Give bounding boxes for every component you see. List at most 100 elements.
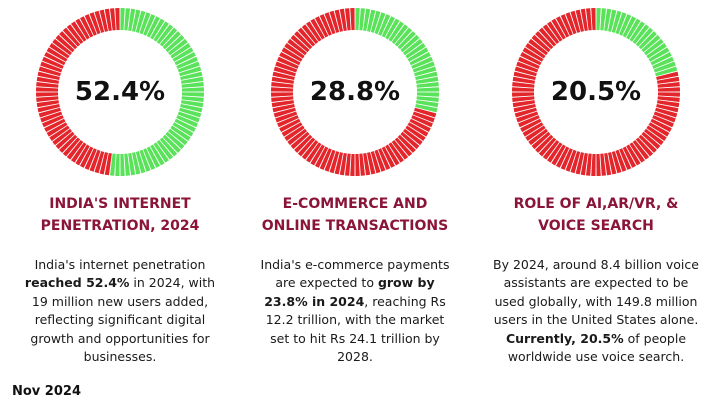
gauge-segment-remaining	[512, 87, 535, 92]
card-description: India's e-commerce payments are expected…	[257, 256, 453, 366]
gauge-segment-remaining	[344, 153, 351, 176]
gauge-segment-remaining	[512, 81, 535, 88]
gauge-segment-filled	[600, 8, 607, 31]
gauge-segment-remaining	[412, 111, 435, 123]
gauge-segment-remaining	[329, 151, 340, 174]
gauge-segment-remaining	[394, 137, 413, 157]
gauge-segment-filled	[619, 14, 632, 36]
gauge-segment-remaining	[49, 43, 70, 59]
gauge-segment-remaining	[565, 149, 577, 172]
gauge-segment-remaining	[319, 148, 332, 170]
gauge-segment-remaining	[632, 140, 650, 160]
gauge-segment-remaining	[575, 152, 585, 175]
gauge-segment-remaining	[66, 140, 84, 160]
gauge-segment-remaining	[405, 125, 426, 141]
gauge-segment-remaining	[55, 131, 75, 150]
gauge-segment-remaining	[585, 153, 592, 176]
gauge-segment-filled	[180, 76, 204, 84]
gauge-segment-remaining	[75, 144, 90, 166]
gauge-segment-remaining	[66, 24, 84, 44]
gauge-segment-filled	[177, 61, 200, 73]
gauge-segment-filled	[146, 16, 161, 38]
gauge-segment-filled	[128, 8, 136, 32]
gauge-segment-remaining	[570, 10, 581, 33]
card-title-line: PENETRATION, 2024	[40, 218, 200, 234]
card-title: ROLE OF AI,AR/VR, & VOICE SEARCH	[476, 193, 716, 237]
gauge-segment-remaining	[37, 103, 60, 113]
gauge-segment-filled	[416, 81, 439, 88]
card-title-line: ONLINE TRANSACTIONS	[261, 218, 449, 234]
gauge-segment-filled	[180, 100, 204, 108]
gauge-segment-filled	[391, 24, 409, 44]
gauge-segment-remaining	[59, 134, 78, 153]
gauge-segment-remaining	[71, 21, 87, 42]
gauge-segment-remaining	[271, 96, 294, 103]
gauge-segment-remaining	[314, 146, 329, 168]
gauge-segment-filled	[139, 149, 151, 172]
gauge-segment-filled	[176, 56, 198, 69]
gauge-segment-filled	[644, 38, 664, 56]
gauge-segment-remaining	[42, 56, 64, 69]
gauge-segment-remaining	[84, 148, 97, 170]
gauge-segment-remaining	[542, 140, 560, 160]
gauge-segment-remaining	[310, 18, 325, 40]
gauge-segment-remaining	[366, 152, 376, 175]
gauge-segment-filled	[120, 8, 125, 31]
gauge-segment-filled	[415, 100, 439, 108]
gauge-segment-filled	[632, 24, 650, 44]
gauge-segment-remaining	[528, 38, 548, 56]
gauge-segment-filled	[131, 9, 141, 32]
gauge-segment-filled	[177, 111, 200, 123]
gauge-segment-filled	[170, 125, 191, 141]
gauge-segment-remaining	[514, 66, 537, 77]
gauge-segment-remaining	[290, 34, 310, 53]
gauge-segment-filled	[646, 43, 667, 59]
gauge-segment-filled	[176, 115, 198, 128]
gauge-segment-remaining	[104, 8, 112, 32]
gauge-center	[535, 31, 657, 153]
gauge-segment-remaining	[381, 146, 396, 168]
gauge-segment-remaining	[611, 151, 622, 174]
card-title-line: INDIA'S INTERNET	[49, 196, 191, 212]
gauge-segment-remaining	[403, 128, 423, 146]
gauge-segment-remaining	[655, 107, 678, 118]
gauge-segment-remaining	[570, 151, 581, 174]
gauge-segment-remaining	[79, 146, 94, 168]
gauge-segment-remaining	[604, 152, 612, 176]
gauge-segment-remaining	[388, 142, 404, 163]
gauge-segment-remaining	[513, 71, 536, 81]
gauge-svg	[35, 7, 205, 177]
gauge-segment-remaining	[94, 10, 105, 33]
gauge-segment-filled	[174, 51, 196, 66]
gauge-segment-remaining	[314, 16, 329, 38]
gauge-segment-remaining	[513, 103, 536, 113]
gauge-segment-filled	[374, 12, 386, 35]
gauge-segment-filled	[397, 31, 416, 50]
gauge-segment-filled	[629, 21, 645, 42]
gauge-segment-remaining	[38, 107, 61, 118]
gauge-segment-remaining	[591, 153, 596, 176]
gauge-segment-filled	[139, 12, 151, 35]
gauge-segment-remaining	[275, 111, 298, 123]
gauge-segment-remaining	[59, 31, 78, 50]
gauge-segment-filled	[146, 146, 161, 168]
gauge-segment-remaining	[306, 142, 322, 163]
gauge-segment-remaining	[629, 142, 645, 163]
gauge-segment-remaining	[290, 131, 310, 150]
gauge-segment-filled	[400, 34, 420, 53]
gauge-segment-remaining	[525, 43, 546, 59]
gauge-segment-remaining	[657, 92, 680, 97]
gauge-segment-remaining	[653, 111, 676, 123]
gauge-segment-remaining	[79, 16, 94, 38]
gauge-segment-remaining	[277, 115, 299, 128]
gauge-segment-remaining	[591, 8, 596, 31]
gauge-segment-remaining	[306, 21, 322, 42]
gauge-segment-remaining	[279, 118, 301, 133]
gauge-segment-remaining	[512, 92, 535, 97]
gauge-segment-filled	[174, 118, 196, 133]
gauge-segment-remaining	[580, 152, 588, 176]
gauge-segment-filled	[412, 61, 435, 73]
gauge-value: 28.8%	[309, 77, 401, 107]
gauge-segment-remaining	[650, 118, 672, 133]
gauge-segment-remaining	[518, 56, 540, 69]
